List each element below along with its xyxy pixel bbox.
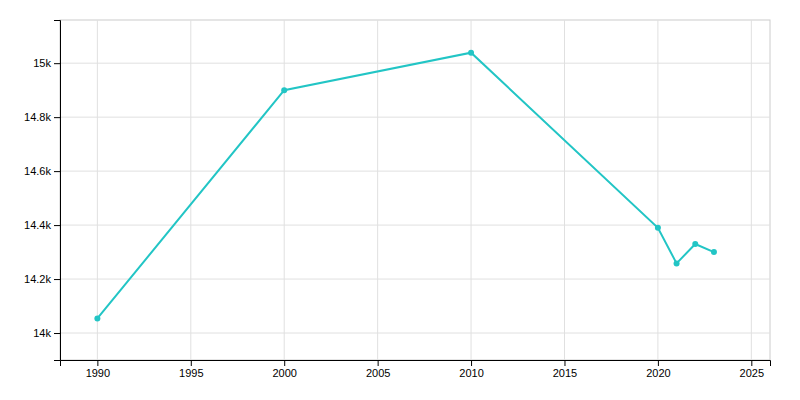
tick-mark	[191, 360, 192, 366]
chart-container: 1990 1995 2000 2005 2010 2015 2020 2025 14k 14.2k…	[0, 0, 800, 400]
tick-mark	[54, 225, 60, 226]
marks	[94, 50, 717, 322]
grid-line	[60, 333, 770, 334]
tick-mark	[471, 360, 472, 366]
tick: 14.8k	[24, 111, 60, 123]
tick: 14.6k	[24, 165, 60, 177]
grid-line	[284, 20, 285, 360]
marker	[655, 225, 661, 231]
tick-label: 14k	[33, 327, 51, 339]
grid-line	[60, 279, 770, 280]
marker	[711, 249, 717, 255]
tick: 2020	[646, 360, 670, 379]
tick-label: 14.4k	[24, 219, 51, 231]
tick-mark	[378, 360, 379, 366]
marker	[674, 260, 680, 266]
grid-line	[751, 20, 752, 360]
tick: 14.4k	[24, 219, 60, 231]
grid-line	[471, 20, 472, 360]
tick-mark	[54, 171, 60, 172]
grid-line	[60, 117, 770, 118]
tick-mark	[751, 360, 752, 366]
grid-line	[60, 171, 770, 172]
tick: 14k	[33, 327, 60, 339]
line	[97, 53, 714, 319]
tick-label: 2015	[553, 367, 577, 379]
plot-frame	[60, 20, 770, 360]
chart: 1990 1995 2000 2005 2010 2015 2020 2025 14k 14.2k…	[0, 0, 800, 400]
axis-line	[54, 21, 61, 361]
tick-mark	[658, 360, 659, 366]
tick-label: 1990	[86, 367, 110, 379]
tick: 15k	[33, 57, 60, 69]
tick-label: 2020	[646, 367, 670, 379]
tick-label: 2025	[740, 367, 764, 379]
tick-label: 1995	[179, 367, 203, 379]
tick-mark	[54, 333, 60, 334]
marker	[94, 315, 100, 321]
axis-line	[61, 361, 771, 367]
tick-mark	[54, 117, 60, 118]
tick: 1995	[179, 360, 203, 379]
tick-mark	[97, 360, 98, 366]
y-axis: 14k 14.2k 14.4k 14.6k 14.8k 15k	[24, 21, 60, 361]
tick: 1990	[86, 360, 110, 379]
tick-label: 14.6k	[24, 165, 51, 177]
tick-mark	[54, 279, 60, 280]
grid-line	[190, 20, 191, 360]
tick: 2010	[459, 360, 483, 379]
tick-label: 2010	[459, 367, 483, 379]
marker	[468, 50, 474, 56]
tick: 2025	[740, 360, 764, 379]
tick-label: 14.2k	[24, 273, 51, 285]
grid	[60, 20, 770, 360]
tick: 14.2k	[24, 273, 60, 285]
tick-label: 14.8k	[24, 111, 51, 123]
grid-line	[97, 20, 98, 360]
tick-mark	[564, 360, 565, 366]
marker	[692, 241, 698, 247]
grid-line	[564, 20, 565, 360]
tick-mark	[284, 360, 285, 366]
tick: 2000	[272, 360, 296, 379]
tick-label: 15k	[33, 57, 51, 69]
tick: 2015	[553, 360, 577, 379]
x-axis: 1990 1995 2000 2005 2010 2015 2020 2025	[61, 360, 771, 379]
tick: 2005	[366, 360, 390, 379]
marker	[281, 87, 287, 93]
tick-mark	[54, 63, 60, 64]
plot: 1990 1995 2000 2005 2010 2015 2020 2025 14k 14.2k…	[24, 20, 770, 379]
grid-line	[657, 20, 658, 360]
tick-label: 2000	[272, 367, 296, 379]
grid-line	[60, 225, 770, 226]
tick-label: 2005	[366, 367, 390, 379]
